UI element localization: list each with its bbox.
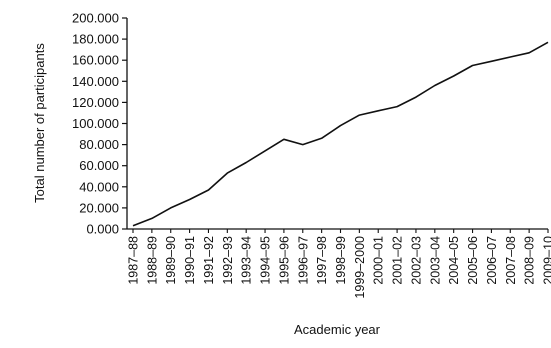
y-tick-label: 160.000 [72, 53, 119, 68]
y-tick-label: 180.000 [72, 32, 119, 47]
x-tick-label: 1993–94 [240, 236, 254, 285]
x-tick-label: 1992–93 [221, 236, 235, 285]
x-tick-label: 1991–92 [202, 236, 216, 285]
x-tick-label: 1994–95 [259, 236, 273, 285]
x-tick-label: 2006–07 [485, 236, 499, 285]
x-tick-label: 1990–91 [183, 236, 197, 285]
y-tick-label: 60.000 [79, 158, 119, 173]
y-tick-label: 120.000 [72, 95, 119, 110]
x-tick-label: 1988–89 [145, 236, 159, 285]
x-tick-label: 2007–08 [504, 236, 518, 285]
x-tick-label: 2000–01 [372, 236, 386, 285]
x-tick-label: 1997–98 [315, 236, 329, 285]
x-tick-label: 2003–04 [428, 236, 442, 285]
y-axis-ticks: 0.000 20.000 40.000 60.000 80.000 100.000 120.… [72, 11, 127, 237]
x-tick-label: 1987–88 [127, 236, 141, 285]
y-tick-label: 0.000 [86, 222, 119, 237]
y-tick-label: 40.000 [79, 179, 119, 194]
x-tick-label: 1996–97 [296, 236, 310, 285]
series-line [133, 42, 548, 226]
x-tick-label: 1989–90 [164, 236, 178, 285]
y-tick-label: 80.000 [79, 137, 119, 152]
x-tick-label: 2004–05 [447, 236, 461, 285]
y-tick-label: 140.000 [72, 74, 119, 89]
y-tick-label: 20.000 [79, 200, 119, 215]
x-tick-label: 2002–03 [409, 236, 423, 285]
y-tick-label: 100.000 [72, 116, 119, 131]
x-tick-label: 2008–09 [523, 236, 537, 285]
y-tick-label: 200.000 [72, 11, 119, 26]
y-axis-label: Total number of participants [32, 43, 47, 203]
x-axis-ticks: 1987–88 1988–89 1989–90 1990–91 1991–92 1992–… [127, 229, 551, 299]
x-tick-label: 2005–06 [466, 236, 480, 285]
x-tick-label: 2001–02 [391, 236, 405, 285]
x-axis-label: Academic year [294, 322, 381, 337]
x-tick-label: 1999–2000 [353, 236, 367, 299]
x-tick-label: 2009–10 [542, 236, 551, 285]
x-tick-label: 1998–99 [334, 236, 348, 285]
x-tick-label: 1995–96 [277, 236, 291, 285]
